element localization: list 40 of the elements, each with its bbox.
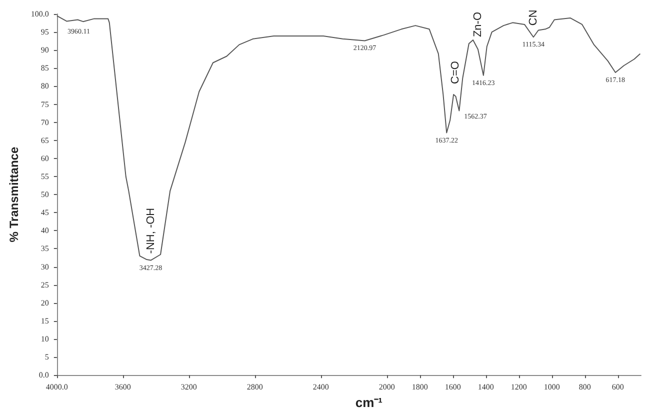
x-tick-label: 1800	[412, 382, 428, 392]
y-tick-label: 5	[44, 352, 49, 362]
annotation: CN	[527, 10, 540, 26]
x-tick-label: 1400	[478, 382, 494, 392]
y-tick-label: 30	[40, 262, 49, 272]
y-tick-label: 25	[40, 280, 49, 290]
y-tick-label: 60	[40, 154, 49, 163]
y-tick-label: 15	[40, 316, 49, 326]
x-tick-label: 1600	[444, 382, 461, 392]
y-axis-title: % Transmittance	[7, 146, 21, 242]
x-tick-label: 2000	[378, 382, 395, 392]
x-tick-label: 600	[612, 382, 624, 392]
y-tick-label: 75	[40, 100, 49, 109]
y-tick-label: 85	[40, 64, 49, 73]
x-tick-label: 800	[578, 382, 591, 392]
x-tick-label: 3200	[180, 382, 197, 392]
y-tick-label: 95	[40, 28, 49, 37]
annotation: -NH, -OH	[144, 208, 157, 254]
x-tick-label: 1000	[544, 382, 560, 392]
y-tick-label: 70	[40, 118, 49, 127]
y-tick-label: 10	[40, 334, 49, 344]
x-tick-label: 2800	[246, 382, 263, 392]
y-tick-label: 65	[40, 136, 49, 145]
y-tick-label: 40	[40, 226, 49, 236]
annotation: Zn-O	[472, 12, 484, 38]
y-tick-label: 90	[40, 46, 49, 55]
x-tick-label: 1200	[510, 382, 527, 392]
x-tick-label: 4000.0	[46, 382, 68, 392]
x-axis-title: cm⁻¹	[355, 395, 383, 410]
y-tick-label: 80	[40, 82, 49, 91]
y-tick-label: 20	[40, 298, 49, 308]
y-tick-label: 100.0	[30, 10, 49, 18]
y-tick-label: 35	[40, 244, 49, 254]
annotation: C=O	[450, 60, 462, 84]
y-tick-label: 45	[40, 208, 49, 218]
y-tick-label: 55	[40, 172, 49, 181]
x-tick-label: 2400	[312, 382, 329, 392]
y-tick-label: 50	[40, 190, 49, 200]
x-tick-label: 3600	[114, 382, 131, 392]
y-tick-label: 0.0	[38, 370, 49, 380]
